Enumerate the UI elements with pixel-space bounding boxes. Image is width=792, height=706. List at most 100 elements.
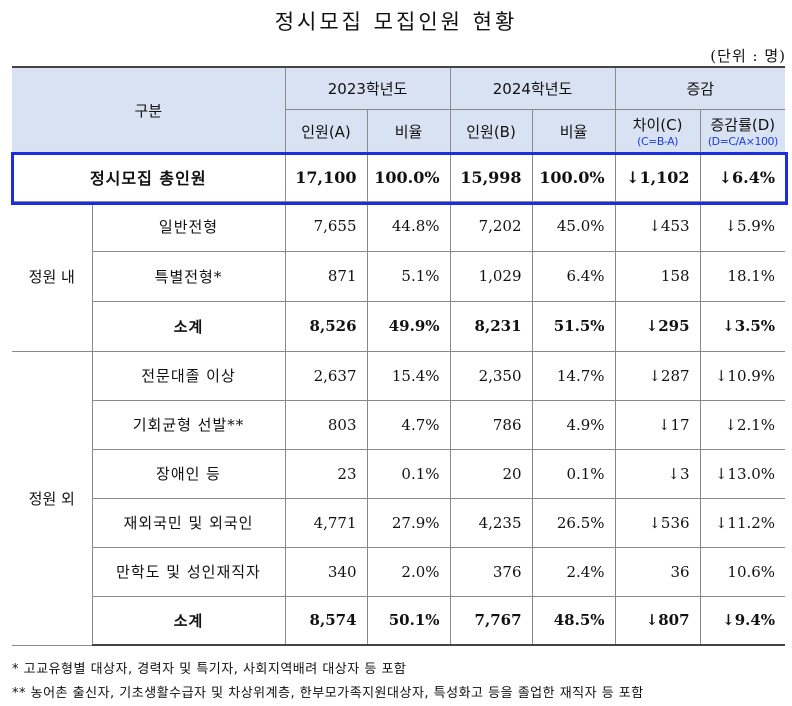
total-rb: 100.0% <box>531 152 616 202</box>
row-c: ↓17 <box>614 399 701 450</box>
row-a: 4,771 <box>284 497 368 548</box>
row-c: 36 <box>614 546 701 597</box>
row-ra: 0.1% <box>366 448 451 499</box>
row-b: 7,202 <box>449 200 533 252</box>
subtotal-label: 소계 <box>91 300 286 352</box>
row-rb: 45.0% <box>531 200 616 252</box>
row-label: 전문대졸 이상 <box>91 350 286 401</box>
footnote-1: * 고교유형별 대상자, 경력자 및 특기자, 사회지역배려 대상자 등 포함 <box>12 662 407 677</box>
subtotal-rb: 51.5% <box>531 300 616 352</box>
table-row: 기회균형 선발** 803 4.7% 786 4.9% ↓17 ↓2.1% <box>12 399 786 450</box>
subtotal-row-outer: 소계 8,574 50.1% 7,767 48.5% ↓807 ↓9.4% <box>12 595 786 646</box>
table-row: 만학도 및 성인재직자 340 2.0% 376 2.4% 36 10.6% <box>12 546 786 597</box>
row-label: 재외국민 및 외국인 <box>91 497 286 548</box>
header-ratio-2023: 비율 <box>366 108 451 154</box>
total-row: 정시모집 총인원 17,100 100.0% 15,998 100.0% ↓1,… <box>12 152 786 202</box>
row-ra: 2.0% <box>366 546 451 597</box>
table-row: 정원 내 일반전형 7,655 44.8% 7,202 45.0% ↓453 ↓… <box>12 200 786 352</box>
row-d: ↓11.2% <box>699 497 786 548</box>
subtotal-d: ↓9.4% <box>699 595 786 646</box>
subtotal-b: 8,231 <box>449 300 533 352</box>
admissions-table: 구분 2023학년도 2024학년도 증감 인원(A) 비율 인원(B) 비율 … <box>12 66 786 646</box>
row-a: 871 <box>284 250 368 302</box>
row-d: ↓5.9% <box>699 200 786 252</box>
total-ra: 100.0% <box>366 152 451 202</box>
page-title: 정시모집 모집인원 현황 <box>274 10 518 34</box>
row-b: 786 <box>449 399 533 450</box>
header-rate-d: 증감률(D) (D=C/A×100) <box>699 108 786 154</box>
row-label: 일반전형 <box>91 200 286 252</box>
total-d: ↓6.4% <box>699 152 786 202</box>
row-a: 803 <box>284 399 368 450</box>
row-ra: 15.4% <box>366 350 451 401</box>
header-year-2024: 2024학년도 <box>449 66 616 110</box>
row-d: ↓2.1% <box>699 399 786 450</box>
row-b: 376 <box>449 546 533 597</box>
row-b: 20 <box>449 448 533 499</box>
footnotes: * 고교유형별 대상자, 경력자 및 특기자, 사회지역배려 대상자 등 포함 … <box>12 658 644 706</box>
row-ra: 44.8% <box>366 200 451 252</box>
row-b: 4,235 <box>449 497 533 548</box>
unit-label: (단위 : 명) <box>710 47 786 65</box>
row-d: ↓13.0% <box>699 448 786 499</box>
row-label: 장애인 등 <box>91 448 286 499</box>
footnote-2: ** 농어촌 출신자, 기초생활수급자 및 차상위계층, 한부모가족지원대상자,… <box>12 686 644 701</box>
header-diff-c: 차이(C) (C=B-A) <box>614 108 701 154</box>
header-count-b: 인원(B) <box>449 108 533 154</box>
subtotal-a: 8,574 <box>284 595 368 646</box>
total-a: 17,100 <box>284 152 368 202</box>
total-c: ↓1,102 <box>614 152 701 202</box>
header-rate-d-formula: (D=C/A×100) <box>707 135 778 148</box>
row-c: ↓287 <box>614 350 701 401</box>
subtotal-ra: 49.9% <box>366 300 451 352</box>
row-rb: 14.7% <box>531 350 616 401</box>
group-inner-label: 정원 내 <box>12 200 93 352</box>
row-b: 2,350 <box>449 350 533 401</box>
table-row: 특별전형* 871 5.1% 1,029 6.4% 158 18.1% <box>12 250 786 302</box>
row-rb: 26.5% <box>531 497 616 548</box>
subtotal-label: 소계 <box>91 595 286 646</box>
row-a: 2,637 <box>284 350 368 401</box>
header-ratio-2024: 비율 <box>531 108 616 154</box>
row-b: 1,029 <box>449 250 533 302</box>
subtotal-ra: 50.1% <box>366 595 451 646</box>
subtotal-rb: 48.5% <box>531 595 616 646</box>
row-rb: 0.1% <box>531 448 616 499</box>
row-a: 23 <box>284 448 368 499</box>
group-outer-label: 정원 외 <box>12 350 93 646</box>
subtotal-c: ↓295 <box>614 300 701 352</box>
row-c: 158 <box>614 250 701 302</box>
row-a: 340 <box>284 546 368 597</box>
row-label: 특별전형* <box>91 250 286 302</box>
row-d: ↓10.9% <box>699 350 786 401</box>
header-change: 증감 <box>614 66 786 110</box>
table-row: 정원 외 전문대졸 이상 2,637 15.4% 2,350 14.7% ↓28… <box>12 350 786 646</box>
row-d: 10.6% <box>699 546 786 597</box>
row-label: 기회균형 선발** <box>91 399 286 450</box>
row-ra: 5.1% <box>366 250 451 302</box>
row-c: ↓536 <box>614 497 701 548</box>
row-c: ↓453 <box>614 200 701 252</box>
row-c: ↓3 <box>614 448 701 499</box>
total-b: 15,998 <box>449 152 533 202</box>
row-rb: 2.4% <box>531 546 616 597</box>
table-row: 재외국민 및 외국인 4,771 27.9% 4,235 26.5% ↓536 … <box>12 497 786 548</box>
subtotal-a: 8,526 <box>284 300 368 352</box>
header-diff-c-formula: (C=B-A) <box>637 135 678 148</box>
total-label: 정시모집 총인원 <box>12 152 286 202</box>
row-ra: 4.7% <box>366 399 451 450</box>
subtotal-d: ↓3.5% <box>699 300 786 352</box>
header-category: 구분 <box>12 66 286 154</box>
table-row: 장애인 등 23 0.1% 20 0.1% ↓3 ↓13.0% <box>12 448 786 499</box>
header-year-2023: 2023학년도 <box>284 66 451 110</box>
row-d: 18.1% <box>699 250 786 302</box>
subtotal-b: 7,767 <box>449 595 533 646</box>
subtotal-c: ↓807 <box>614 595 701 646</box>
header-rate-d-label: 증감률(D) <box>710 116 776 134</box>
row-a: 7,655 <box>284 200 368 252</box>
row-rb: 4.9% <box>531 399 616 450</box>
header-diff-c-label: 차이(C) <box>632 116 683 134</box>
row-ra: 27.9% <box>366 497 451 548</box>
header-count-a: 인원(A) <box>284 108 368 154</box>
row-rb: 6.4% <box>531 250 616 302</box>
